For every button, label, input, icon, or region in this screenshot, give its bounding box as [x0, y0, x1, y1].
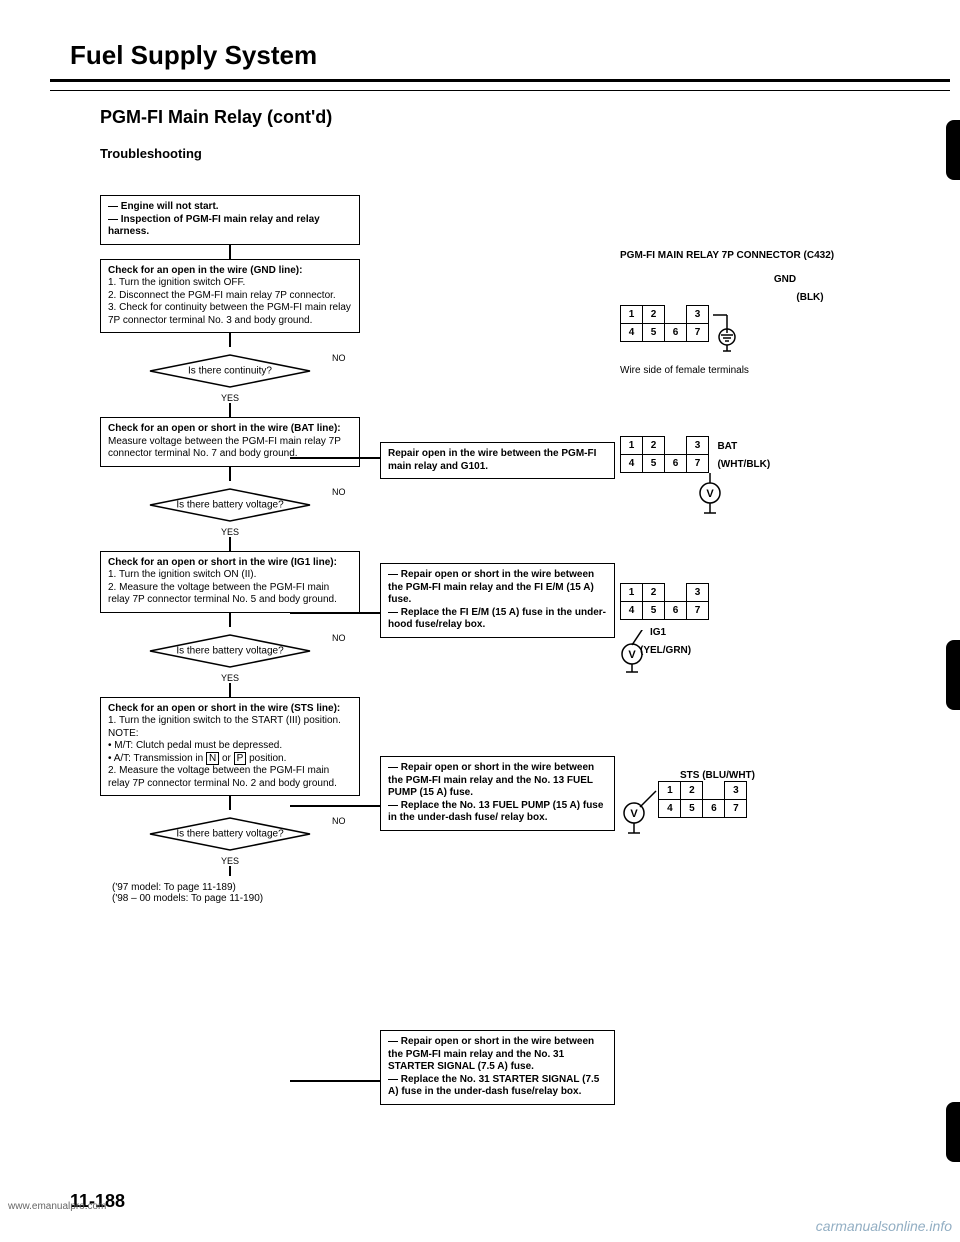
svg-text:V: V	[628, 649, 636, 661]
decision-text: Is there battery voltage?	[176, 499, 283, 510]
svg-text:V: V	[630, 808, 638, 820]
no-label: NO	[332, 633, 346, 643]
ground-symbol-icon	[707, 305, 747, 355]
flow-box-sts: Check for an open or short in the wire (…	[100, 697, 360, 797]
connector-gnd: GND (BLK) 123 4567 Wire side of female t…	[620, 269, 910, 376]
branch-box-ig1: — Repair open or short in the wire betwe…	[380, 756, 615, 831]
pin-table: 123 4567	[658, 781, 747, 818]
connector-diagrams: PGM-FI MAIN RELAY 7P CONNECTOR (C432) GN…	[620, 250, 910, 901]
decision-text: Is there battery voltage?	[176, 829, 283, 840]
flow-box-bat: Check for an open or short in the wire (…	[100, 417, 360, 467]
flowchart: — Engine will not start.— Inspection of …	[100, 195, 360, 904]
connector-ig1: 123 4567 IG1 (YEL/GRN) V	[620, 583, 910, 680]
subtitle: PGM-FI Main Relay (cont'd)	[100, 107, 910, 128]
voltmeter-symbol-icon: V	[620, 781, 660, 841]
no-label: NO	[332, 487, 346, 497]
branch-box-sts: — Repair open or short in the wire betwe…	[380, 1030, 615, 1105]
wire-color: (WHT/BLK)	[717, 459, 770, 470]
divider	[50, 90, 950, 91]
branch-line	[290, 612, 380, 614]
footnote: ('97 model: To page 11-189)	[112, 882, 360, 893]
pin-label: IG1	[650, 627, 666, 638]
pin-label: GND	[774, 274, 796, 285]
thumb-tab	[946, 640, 960, 710]
pin-label: STS (BLU/WHT)	[680, 770, 910, 781]
branch-line	[290, 1080, 380, 1082]
pin-table: 123 4567	[620, 436, 709, 473]
section-heading: Troubleshooting	[100, 146, 910, 161]
thumb-tab	[946, 120, 960, 180]
watermark-right: carmanualsonline.info	[816, 1218, 952, 1234]
pin-table: 123 4567	[620, 583, 709, 620]
wire-side-note: Wire side of female terminals	[620, 365, 910, 376]
pin-table: 123 4567	[620, 305, 709, 342]
flow-box-gnd: Check for an open in the wire (GND line)…	[100, 259, 360, 334]
branch-box-gnd: Repair open in the wire between the PGM-…	[380, 442, 615, 479]
page-title: Fuel Supply System	[70, 40, 910, 71]
connector-sts: STS (BLU/WHT) V 123 4567	[620, 770, 910, 841]
flow-box-ig1: Check for an open or short in the wire (…	[100, 551, 360, 613]
flow-box-start: — Engine will not start.— Inspection of …	[100, 195, 360, 245]
wire-color: (YEL/GRN)	[640, 645, 691, 656]
branch-box-bat: — Repair open or short in the wire betwe…	[380, 563, 615, 638]
no-label: NO	[332, 353, 346, 363]
divider	[50, 79, 950, 82]
pin-label: BAT	[717, 441, 737, 452]
svg-text:V: V	[706, 488, 714, 500]
footnote: ('98 – 00 models: To page 11-190)	[112, 893, 360, 904]
thumb-tab	[946, 1102, 960, 1162]
branch-line	[290, 457, 380, 459]
connector-header: PGM-FI MAIN RELAY 7P CONNECTOR (C432)	[620, 250, 910, 261]
decision-text: Is there continuity?	[188, 366, 272, 377]
decision-text: Is there battery voltage?	[176, 645, 283, 656]
voltmeter-symbol-icon: V	[690, 473, 730, 523]
no-label: NO	[332, 816, 346, 826]
watermark-left: www.emanualpro.com	[8, 1201, 106, 1212]
connector-bat: 123 4567 BAT (WHT/BLK) V	[620, 436, 910, 523]
wire-color: (BLK)	[796, 292, 823, 303]
branch-line	[290, 805, 380, 807]
